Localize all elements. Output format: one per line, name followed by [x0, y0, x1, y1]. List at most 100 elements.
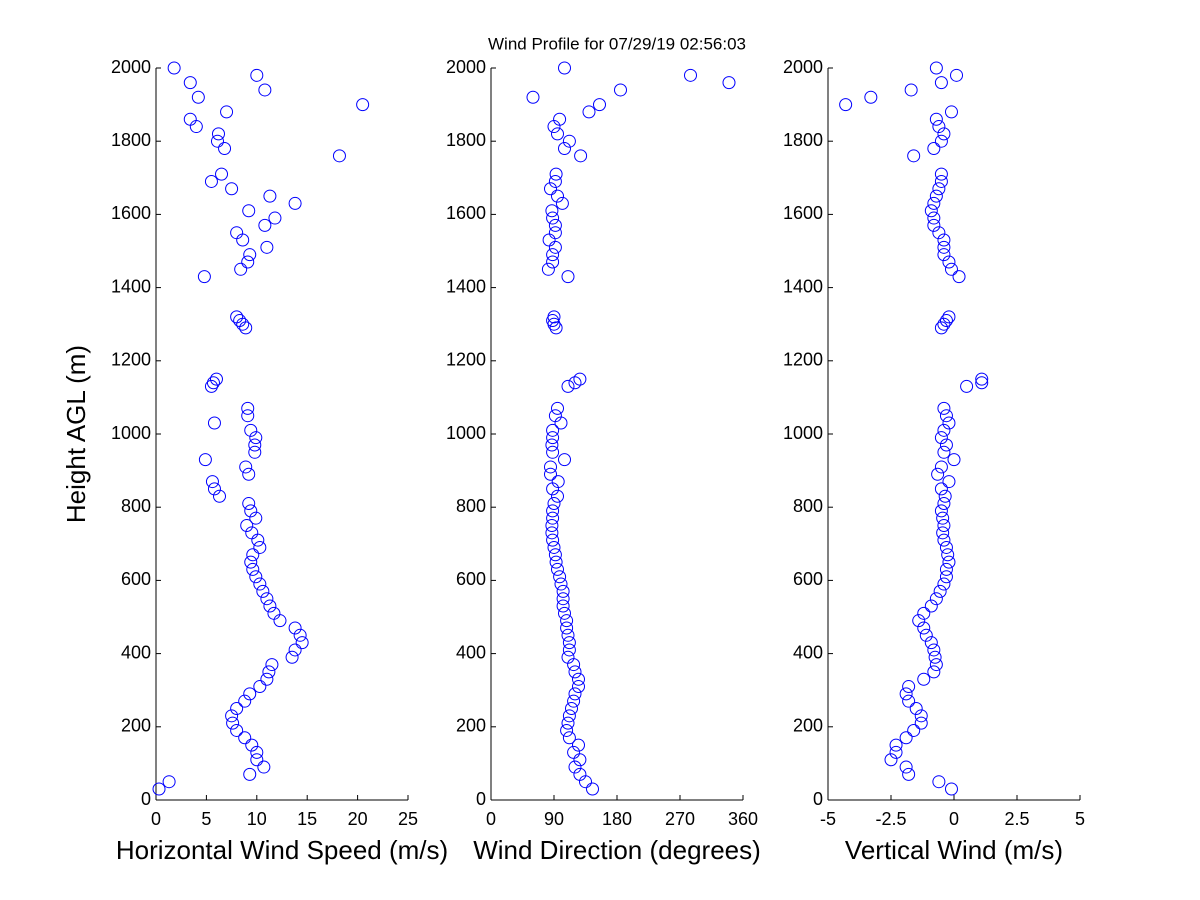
point — [547, 540, 561, 554]
point — [556, 584, 570, 598]
y-tick-label: 1200 — [446, 350, 486, 370]
point — [975, 372, 989, 386]
point — [917, 672, 931, 686]
x-tick-label: 10 — [247, 809, 267, 829]
point — [207, 416, 221, 430]
point — [899, 760, 913, 774]
y-tick-label: 1600 — [783, 203, 823, 223]
point — [545, 438, 559, 452]
y-tick-label: 600 — [793, 569, 823, 589]
point — [167, 61, 181, 75]
point — [924, 636, 938, 650]
point — [562, 643, 576, 657]
point — [230, 310, 244, 324]
point — [546, 504, 560, 518]
point — [260, 592, 274, 606]
point — [889, 745, 903, 759]
point — [548, 226, 562, 240]
point — [931, 467, 945, 481]
point — [902, 680, 916, 694]
y-tick-label: 1000 — [111, 423, 151, 443]
point — [572, 738, 585, 752]
point — [546, 533, 560, 547]
point — [939, 562, 953, 576]
point — [545, 204, 559, 218]
point — [574, 149, 588, 163]
point — [551, 489, 564, 503]
point — [244, 555, 258, 569]
point — [567, 745, 581, 759]
point — [934, 76, 948, 90]
point — [556, 599, 570, 613]
point — [914, 709, 928, 723]
point — [257, 760, 271, 774]
point — [204, 379, 218, 393]
point — [549, 167, 563, 181]
x-tick-label: 25 — [398, 809, 418, 829]
x-tick-label: -5 — [820, 809, 836, 829]
point — [593, 98, 606, 112]
point — [249, 431, 263, 445]
point — [938, 489, 952, 503]
y-tick-label: 1600 — [446, 203, 486, 223]
point — [582, 105, 596, 119]
point — [546, 445, 560, 459]
point — [937, 423, 951, 437]
point — [230, 702, 244, 715]
point — [240, 519, 254, 532]
point — [209, 372, 223, 386]
point — [927, 142, 941, 156]
point — [239, 460, 253, 474]
point — [944, 105, 958, 119]
figure-title: Wind Profile for 07/29/19 02:56:03 — [488, 34, 746, 53]
x-tick-label: -2.5 — [875, 809, 906, 829]
point — [295, 636, 309, 650]
point — [952, 270, 966, 284]
point — [242, 467, 256, 481]
point — [551, 562, 564, 576]
y-tick-label: 0 — [813, 789, 823, 809]
y-tick-label: 2000 — [446, 57, 486, 77]
point — [260, 240, 274, 254]
point — [546, 431, 560, 445]
point — [941, 548, 955, 562]
point — [250, 753, 264, 767]
point — [937, 497, 951, 511]
y-tick-label: 400 — [121, 642, 151, 662]
point — [937, 233, 951, 247]
point — [902, 694, 916, 708]
point — [568, 760, 582, 774]
point — [573, 372, 587, 386]
y-tick-label: 0 — [476, 789, 486, 809]
y-tick-label: 400 — [456, 642, 486, 662]
point — [560, 621, 574, 635]
point — [568, 376, 582, 390]
point — [934, 431, 948, 445]
point — [942, 416, 956, 430]
point — [562, 636, 576, 650]
point — [268, 211, 282, 225]
point — [551, 127, 564, 141]
point — [937, 248, 951, 262]
x-tick-label: 90 — [544, 809, 564, 829]
point — [572, 672, 585, 686]
point — [544, 182, 557, 196]
y-tick-label: 800 — [456, 496, 486, 516]
point — [546, 511, 560, 525]
point — [942, 475, 956, 489]
point — [932, 182, 946, 196]
point — [258, 218, 272, 232]
point — [551, 401, 564, 415]
x-tick-label: 0 — [151, 809, 161, 829]
point — [927, 196, 941, 210]
point — [924, 204, 938, 218]
point — [213, 489, 227, 503]
point — [927, 665, 941, 679]
point — [934, 460, 948, 474]
point — [215, 167, 229, 181]
y-tick-label: 2000 — [783, 57, 823, 77]
point — [545, 526, 559, 540]
x-axis-label: Wind Direction (degrees) — [473, 835, 761, 865]
point — [722, 76, 736, 90]
